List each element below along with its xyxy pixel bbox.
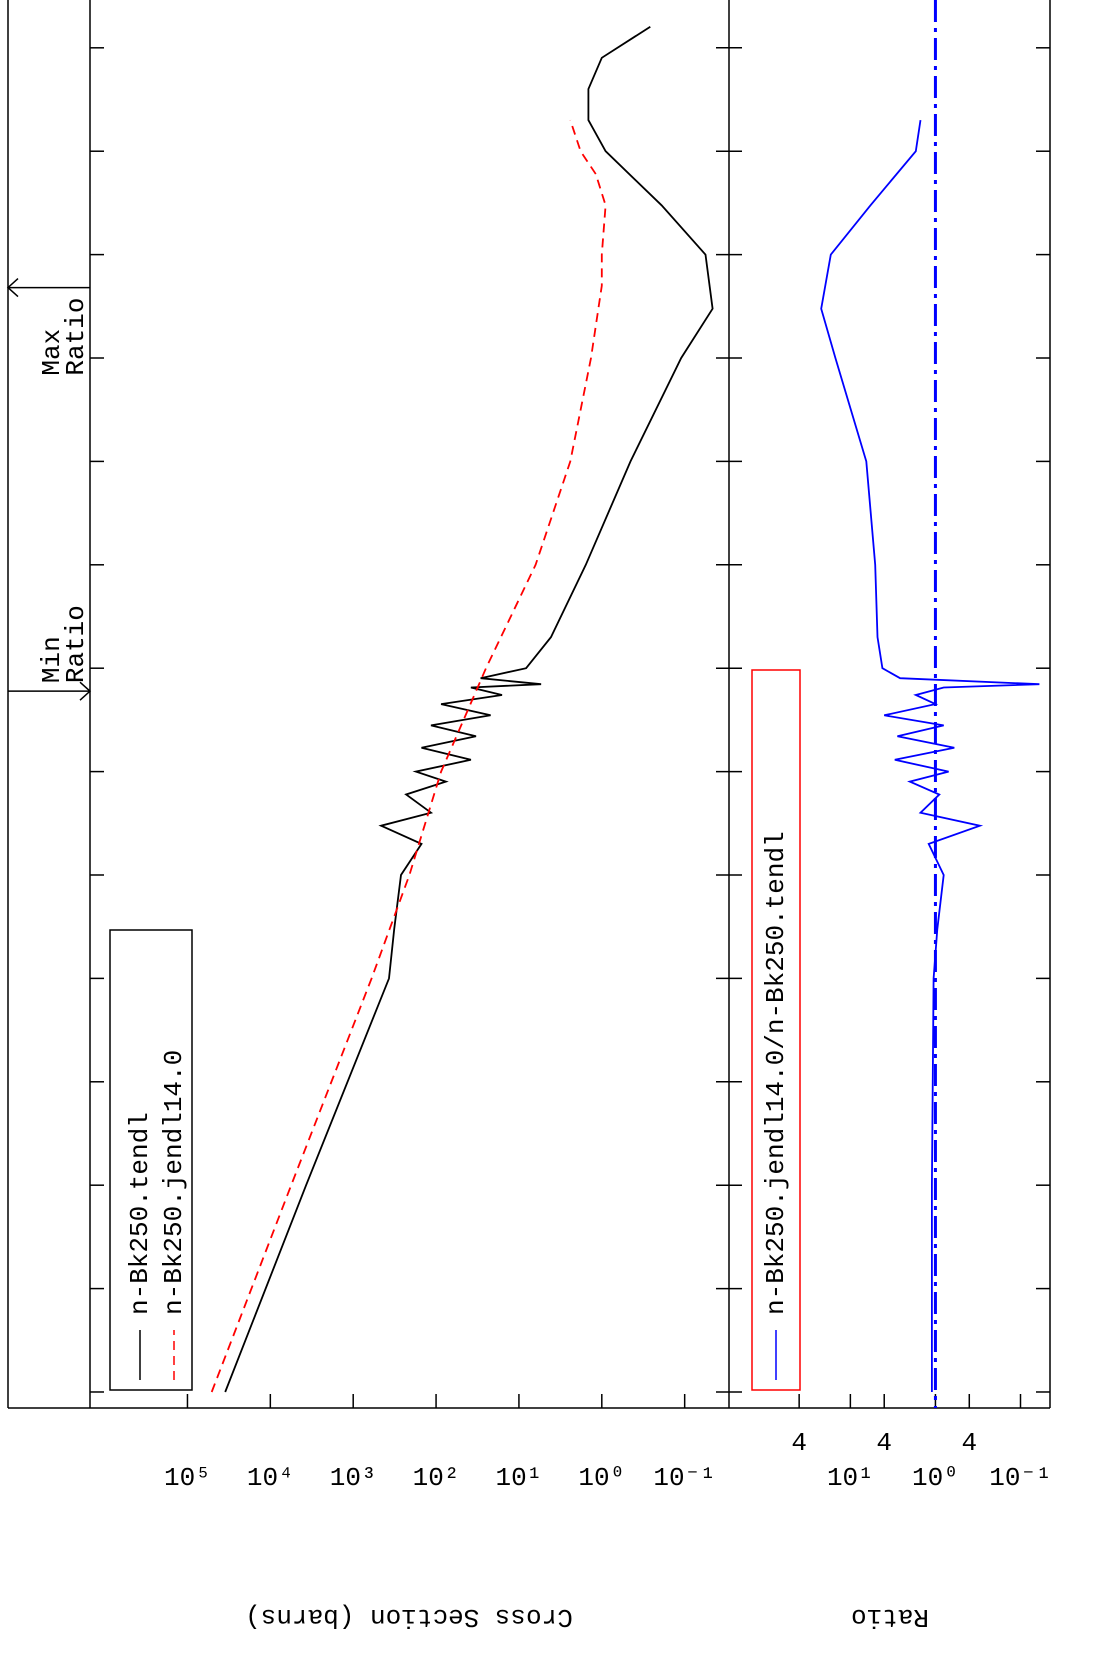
- annotation-text: Ratio: [61, 298, 91, 376]
- axis-title: Cross Section (barns): [245, 1602, 573, 1632]
- legend-box: [751, 669, 801, 1391]
- data-line: [210, 119, 607, 1393]
- legend-label: n-Bk250.tendl: [125, 1112, 155, 1315]
- legend-box: [109, 929, 193, 1391]
- arrow-head: [79, 681, 92, 701]
- arrow-head: [6, 278, 19, 298]
- legend-label: n-Bk250.jendl14.0/n-Bk250.tendl: [761, 831, 791, 1315]
- data-line: [820, 119, 1040, 1392]
- annotation-text: Ratio: [61, 605, 91, 683]
- y-tick-label: 4: [876, 1428, 892, 1458]
- y-tick-label: 10²: [413, 1463, 460, 1493]
- annotation-text: Max: [37, 329, 67, 376]
- y-tick-label: 10³: [330, 1463, 377, 1493]
- y-tick-label: 10⁴: [247, 1463, 294, 1493]
- y-tick-label: 4: [961, 1428, 977, 1458]
- y-tick-label: 10⁻¹: [653, 1463, 715, 1493]
- y-tick-label: 4: [791, 1428, 807, 1458]
- y-tick-label: 10⁰: [578, 1463, 625, 1493]
- y-tick-label: 10⁵: [164, 1463, 211, 1493]
- y-tick-label: 10⁻¹: [989, 1463, 1051, 1493]
- y-tick-label: 10¹: [827, 1463, 874, 1493]
- data-line: [224, 25, 714, 1393]
- axis-title: Ratio: [851, 1602, 929, 1632]
- y-tick-label: 10⁰: [912, 1463, 959, 1493]
- annotation-text: Min: [37, 636, 67, 683]
- y-tick-label: 10¹: [496, 1463, 543, 1493]
- legend-label: n-Bk250.jendl14.0: [159, 1050, 189, 1315]
